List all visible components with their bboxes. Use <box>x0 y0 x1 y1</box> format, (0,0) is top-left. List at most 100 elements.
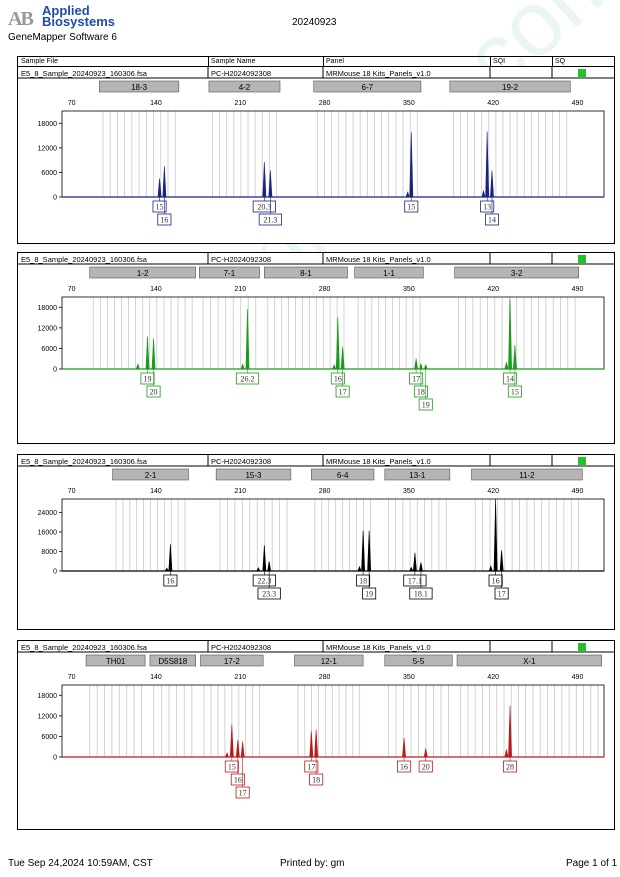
allele-box <box>304 760 319 773</box>
allele-box <box>235 786 250 799</box>
allele-box <box>362 587 377 600</box>
y-tick-label: 24000 <box>38 510 58 517</box>
trace-peak <box>361 530 366 572</box>
sample-file: E5_8_Sample_20240923_160306.fsa <box>21 255 148 264</box>
col-sqi: SQI <box>493 58 506 65</box>
electropherogram-panel-red: E5_8_Sample_20240923_160306.fsa PC-H20240… <box>17 640 615 830</box>
page-number: Page 1 of 1 <box>566 858 618 869</box>
trace-peak <box>262 545 267 572</box>
panel-name: MRMouse 18 Kits_Panels_v1.0 <box>326 255 431 264</box>
allele-label: 19 <box>422 401 430 410</box>
x-tick-label: 420 <box>487 674 499 681</box>
marker-bar <box>449 80 571 93</box>
trace-peak <box>504 362 509 370</box>
y-tick-label: 8000 <box>41 549 57 556</box>
trace-peak <box>414 358 419 370</box>
allele-box <box>257 587 281 600</box>
allele-label: 17.1 <box>408 577 422 586</box>
y-tick-label: 0 <box>53 755 57 762</box>
marker-label: 1-1 <box>383 269 395 278</box>
allele-box <box>356 574 371 587</box>
x-tick-label: 210 <box>234 488 246 495</box>
trace-peak <box>145 336 150 370</box>
allele-label: 17 <box>307 763 315 772</box>
trace-peak <box>229 724 234 758</box>
x-tick-label: 280 <box>319 674 331 681</box>
allele-box <box>494 587 509 600</box>
panel-name: MRMouse 18 Kits_Panels_v1.0 <box>326 457 431 466</box>
marker-label: 13-1 <box>409 471 426 480</box>
allele-label: 26.2 <box>240 375 254 384</box>
marker-bar <box>200 654 264 667</box>
trace-peak <box>402 738 406 758</box>
allele-label: 20 <box>422 763 430 772</box>
allele-box <box>404 200 419 213</box>
company-name: Applied Biosystems <box>42 4 115 29</box>
x-tick-label: 140 <box>150 100 162 107</box>
x-tick-label: 350 <box>403 100 415 107</box>
allele-label: 16 <box>166 577 174 586</box>
trace-peak <box>162 166 167 198</box>
y-tick-label: 18000 <box>38 305 58 312</box>
trace-peak <box>151 338 156 370</box>
col-panel: Panel <box>326 58 344 65</box>
allele-label: 15 <box>407 203 415 212</box>
x-tick-label: 490 <box>572 286 584 293</box>
trace-peak <box>412 552 417 572</box>
marker-bar <box>313 80 422 93</box>
trace-peak <box>493 498 498 572</box>
allele-box <box>413 385 428 398</box>
allele-box <box>258 213 282 226</box>
allele-label: 18 <box>312 776 320 785</box>
panel-name: MRMouse 18 Kits_Panels_v1.0 <box>326 643 431 652</box>
sample-name: PC-H2024092308 <box>211 643 271 652</box>
allele-box <box>488 574 503 587</box>
trace-peak <box>485 131 490 198</box>
trace-peak <box>508 298 512 370</box>
allele-label: 17 <box>498 590 506 599</box>
y-tick-label: 16000 <box>38 529 58 536</box>
trace-peak <box>499 550 504 572</box>
allele-label: 28 <box>506 763 514 772</box>
sq-status-indicator <box>578 69 586 77</box>
marker-bar <box>149 654 196 667</box>
marker-label: 12-1 <box>321 657 338 666</box>
allele-label: 17 <box>239 789 247 798</box>
electropherogram-chart: E5_8_Sample_20240923_160306.fsa PC-H20240… <box>18 641 614 799</box>
trace-peak <box>224 752 230 758</box>
y-tick-label: 18000 <box>38 121 58 128</box>
marker-bar <box>208 80 281 93</box>
y-tick-label: 18000 <box>38 693 58 700</box>
marker-label: 2-1 <box>145 471 157 480</box>
allele-label: 17 <box>339 388 347 397</box>
marker-label: D5S818 <box>158 657 187 666</box>
marker-bar <box>99 80 180 93</box>
marker-bar <box>89 266 196 279</box>
allele-box <box>252 574 276 587</box>
allele-label: 16 <box>234 776 242 785</box>
allele-label: 14 <box>506 375 514 384</box>
trace-peak <box>481 189 486 198</box>
trace-peak <box>135 362 140 370</box>
x-tick-label: 70 <box>68 286 76 293</box>
allele-box <box>140 372 155 385</box>
col-sample-file: Sample File <box>21 58 58 65</box>
x-tick-label: 350 <box>403 674 415 681</box>
allele-box <box>507 385 522 398</box>
x-tick-label: 350 <box>403 488 415 495</box>
x-tick-label: 70 <box>68 100 76 107</box>
marker-bar <box>264 266 348 279</box>
x-tick-label: 140 <box>150 488 162 495</box>
allele-box <box>309 773 324 786</box>
company-name-line2: Biosystems <box>42 14 115 29</box>
trace-peak <box>512 344 517 370</box>
allele-label: 16 <box>160 216 168 225</box>
allele-label: 15 <box>228 763 236 772</box>
allele-box <box>418 398 433 411</box>
marker-label: X-1 <box>523 657 536 666</box>
col-sample-name: Sample Name <box>211 58 256 65</box>
allele-box <box>235 372 260 385</box>
y-tick-label: 12000 <box>38 145 58 152</box>
x-tick-label: 70 <box>68 674 76 681</box>
sample-file: E5_8_Sample_20240923_160306.fsa <box>21 643 148 652</box>
